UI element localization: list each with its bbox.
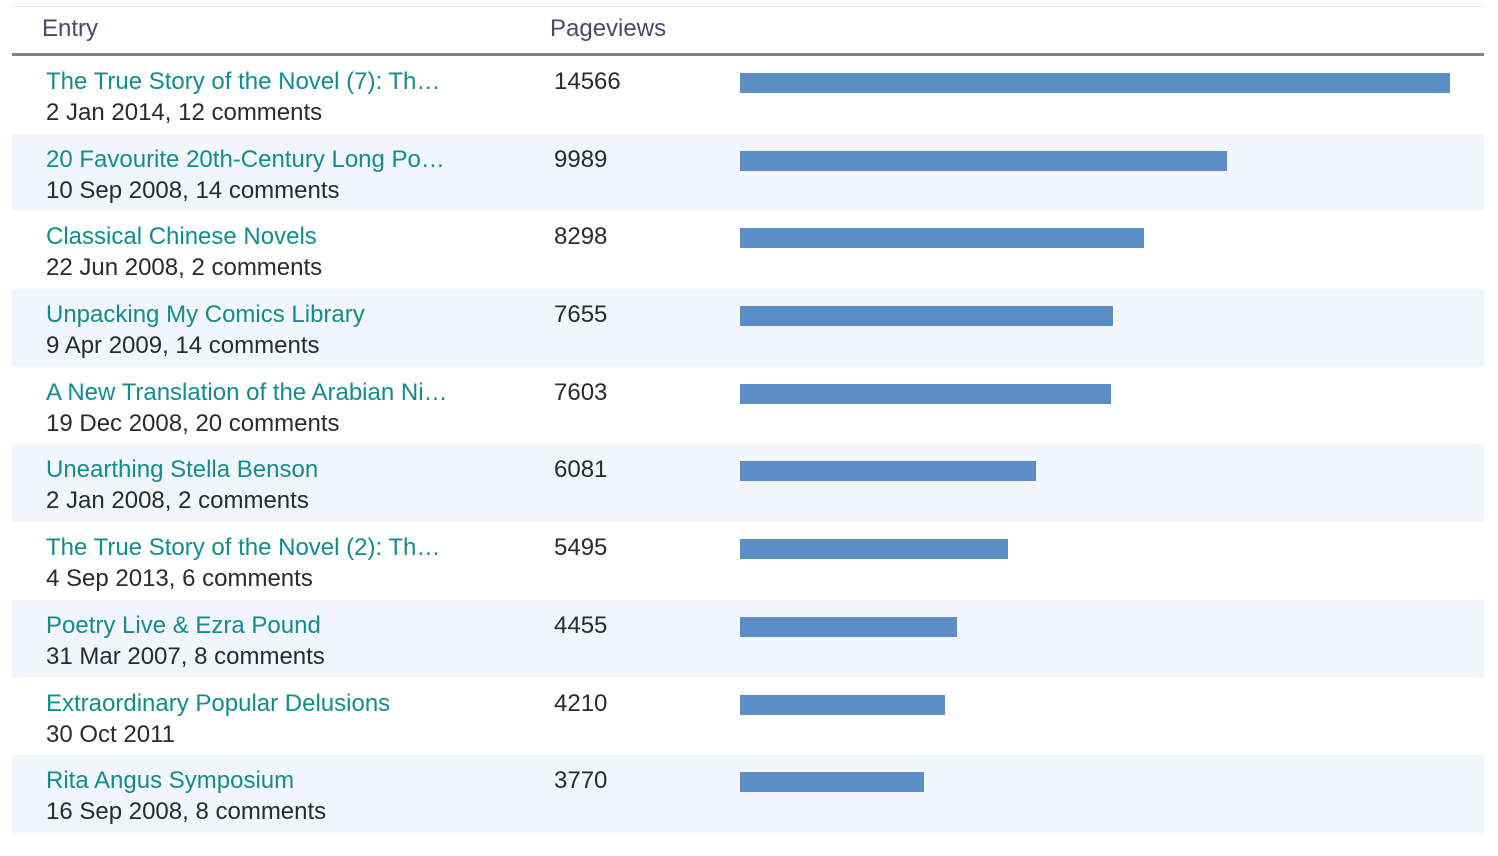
table-row: Classical Chinese Novels 22 Jun 2008, 2 c… — [12, 211, 1484, 289]
pageview-bar — [740, 694, 945, 715]
pageview-count: 6081 — [554, 456, 608, 484]
entry-meta: 19 Dec 2008, 20 comments — [46, 409, 340, 437]
entry-title-link[interactable]: Unearthing Stella Benson — [46, 456, 319, 484]
pageview-bar-track — [740, 383, 1450, 404]
pageview-bar — [740, 150, 1227, 171]
pageview-bar-track — [740, 461, 1450, 482]
table-row: A New Translation of the Arabian Ni… 19 D… — [12, 367, 1484, 445]
pageview-bar — [740, 228, 1144, 249]
entry-meta: 2 Jan 2008, 2 comments — [46, 487, 309, 515]
pageview-bar-track — [740, 772, 1450, 793]
pageview-count: 4210 — [554, 689, 608, 717]
pageview-bar — [740, 383, 1111, 404]
entry-title-link[interactable]: Poetry Live & Ezra Pound — [46, 611, 321, 639]
entry-title-link[interactable]: Classical Chinese Novels — [46, 223, 317, 251]
top-divider — [12, 6, 1484, 7]
entry-meta: 10 Sep 2008, 14 comments — [46, 176, 340, 204]
pageview-bar-track — [740, 306, 1450, 327]
pageview-bar-track — [740, 616, 1450, 637]
pageview-bar — [740, 539, 1008, 560]
entry-meta: 30 Oct 2011 — [46, 720, 175, 748]
table-row: Unpacking My Comics Library 9 Apr 2009, 1… — [12, 289, 1484, 367]
pageview-count: 5495 — [554, 534, 608, 562]
entry-meta: 4 Sep 2013, 6 comments — [46, 565, 313, 593]
entry-title-link[interactable]: Unpacking My Comics Library — [46, 301, 365, 329]
entry-meta: 16 Sep 2008, 8 comments — [46, 798, 327, 826]
table-header: Entry Pageviews — [12, 7, 1484, 56]
pageview-count: 7655 — [554, 301, 608, 329]
entry-title-link[interactable]: The True Story of the Novel (7): Th… — [46, 68, 441, 95]
table-row: Rita Angus Symposium 16 Sep 2008, 8 comme… — [12, 755, 1484, 833]
table-row: The True Story of the Novel (7): Th… 2 Ja… — [12, 56, 1484, 134]
pageviews-table: Entry Pageviews The True Story of the No… — [12, 7, 1484, 833]
table-row: The True Story of the Novel (2): Th… 4 Se… — [12, 522, 1484, 600]
pageview-bar-track — [740, 228, 1450, 249]
pageview-bar — [740, 306, 1113, 327]
entry-title-link[interactable]: 20 Favourite 20th-Century Long Po… — [46, 145, 445, 173]
pageviews-column-header: Pageviews — [550, 15, 667, 42]
pageview-bar — [740, 772, 924, 793]
pageview-count: 8298 — [554, 223, 608, 251]
pageview-bar-track — [740, 539, 1450, 560]
pageview-count: 3770 — [554, 767, 608, 795]
entry-title-link[interactable]: Extraordinary Popular Delusions — [46, 689, 391, 717]
pageview-count: 7603 — [554, 378, 608, 406]
pageview-bar — [740, 616, 957, 637]
entry-meta: 22 Jun 2008, 2 comments — [46, 254, 323, 282]
pageview-count: 4455 — [554, 611, 608, 639]
pageview-bar-track — [740, 694, 1450, 715]
entry-meta: 9 Apr 2009, 14 comments — [46, 332, 320, 360]
pageview-bar-track — [740, 73, 1450, 93]
entry-meta: 31 Mar 2007, 8 comments — [46, 642, 325, 670]
entry-title-link[interactable]: The True Story of the Novel (2): Th… — [46, 534, 441, 562]
pageview-bar-track — [740, 150, 1450, 171]
entry-title-link[interactable]: Rita Angus Symposium — [46, 767, 295, 795]
table-row: 20 Favourite 20th-Century Long Po… 10 Sep… — [12, 133, 1484, 212]
entry-meta: 2 Jan 2014, 12 comments — [46, 99, 323, 126]
table-body: The True Story of the Novel (7): Th… 2 Ja… — [12, 56, 1484, 833]
pageview-count: 14566 — [554, 68, 621, 95]
pageview-count: 9989 — [554, 145, 608, 173]
pageview-bar — [740, 461, 1036, 482]
table-row: Extraordinary Popular Delusions 30 Oct 20… — [12, 678, 1484, 756]
table-row: Unearthing Stella Benson 2 Jan 2008, 2 co… — [12, 444, 1484, 523]
table-row: Poetry Live & Ezra Pound 31 Mar 2007, 8 c… — [12, 599, 1484, 678]
entry-column-header: Entry — [42, 15, 99, 42]
pageview-bar — [740, 73, 1450, 93]
entry-title-link[interactable]: A New Translation of the Arabian Ni… — [46, 378, 448, 406]
